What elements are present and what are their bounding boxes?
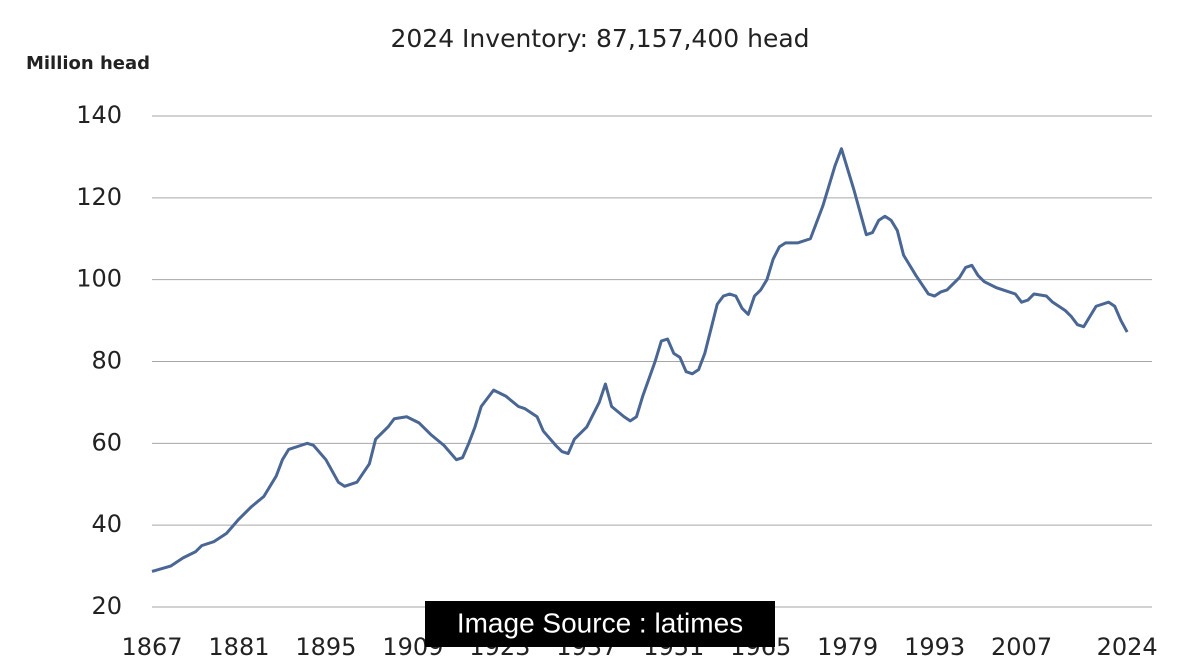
y-tick-label: 100 [76,265,122,293]
x-tick-label: 1993 [904,633,965,657]
y-tick-label: 140 [76,101,122,129]
y-tick-label: 120 [76,183,122,211]
y-tick-label: 40 [91,510,122,538]
y-tick-label: 80 [91,347,122,375]
x-tick-label: 1895 [295,633,356,657]
x-tick-label: 1867 [121,633,182,657]
x-tick-label: 2024 [1097,633,1158,657]
x-tick-label: 1979 [817,633,878,657]
y-tick-label: 60 [91,428,122,456]
plot-area: 2040608010012014018671881189519091923193… [76,101,1158,657]
y-axis-label: Million head [26,53,150,74]
chart-title: 2024 Inventory: 87,157,400 head [390,24,809,53]
y-tick-label: 20 [91,592,122,620]
x-tick-label: 2007 [991,633,1052,657]
data-line [151,147,1129,573]
watermark: Image Source : latimes [457,607,743,638]
watermark-box [425,601,775,647]
x-tick-label: 1881 [208,633,269,657]
